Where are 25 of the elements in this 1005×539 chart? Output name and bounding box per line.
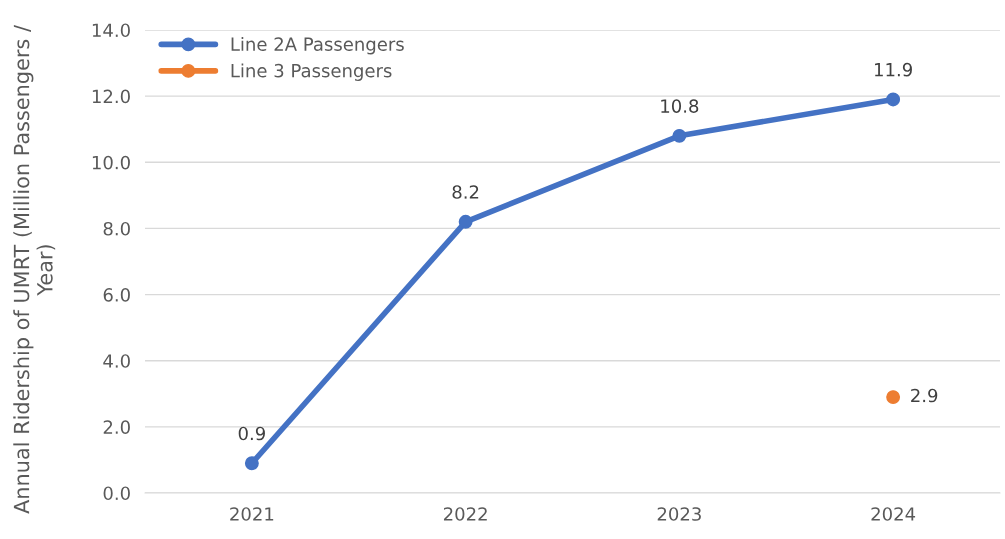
legend-label: Line 3 Passengers [231, 63, 392, 81]
point [672, 128, 687, 143]
point [886, 92, 901, 107]
y-tick-label: 6.0 [103, 288, 130, 302]
y-axis-title: Annual Ridership of UMRT (Million Passengers / Year) [13, 25, 56, 514]
y-tick-label: 14.0 [92, 23, 130, 38]
x-tick-label: 2021 [230, 507, 274, 521]
data-label: 2.9 [911, 388, 938, 403]
x-tick-label: 2023 [657, 507, 701, 521]
data-label: 8.2 [452, 185, 479, 199]
y-tick-label: 8.0 [103, 221, 130, 236]
data-label: 0.9 [238, 426, 265, 441]
y-tick-label: 12.0 [92, 89, 130, 104]
x-tick-label: 2024 [871, 507, 916, 521]
y-tick-label: 2.0 [103, 420, 130, 434]
point [244, 456, 259, 471]
legend-label: Line 2A Passengers [231, 36, 404, 55]
data-label: 11.9 [875, 62, 912, 77]
y-tick-label: 4.0 [103, 354, 130, 368]
point [458, 214, 473, 229]
point [886, 390, 901, 405]
x-tick-label: 2022 [443, 507, 487, 521]
y-tick-label: 10.0 [92, 155, 130, 170]
y-tick-label: 0.0 [103, 486, 130, 501]
data-label: 10.8 [661, 99, 699, 113]
